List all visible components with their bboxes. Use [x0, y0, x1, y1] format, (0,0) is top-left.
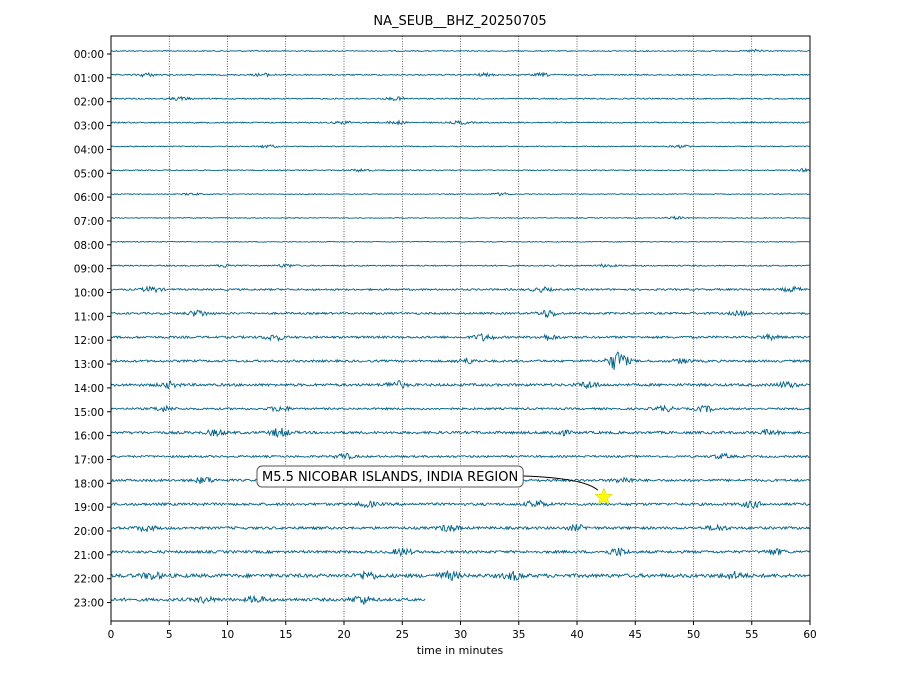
x-tick-label: 30 — [454, 629, 467, 641]
event-annotation: M5.5 NICOBAR ISLANDS, INDIA REGION — [256, 465, 614, 505]
y-tick-label: 06:00 — [74, 192, 104, 204]
annotation-text: M5.5 NICOBAR ISLANDS, INDIA REGION — [262, 470, 518, 485]
trace-row-0 — [110, 48, 810, 53]
y-tick-label: 14:00 — [74, 383, 104, 395]
annotation-box — [256, 465, 524, 488]
trace-row-1 — [110, 71, 810, 78]
x-tick-label: 55 — [745, 629, 758, 641]
x-tick-label: 45 — [629, 629, 642, 641]
y-tick-label: 05:00 — [74, 168, 104, 180]
trace-row-6 — [110, 192, 810, 197]
y-tick-label: 09:00 — [74, 264, 104, 276]
trace-row-5 — [110, 167, 810, 173]
trace-row-7 — [110, 215, 810, 221]
trace-row-9 — [110, 263, 810, 269]
y-tick-label: 08:00 — [74, 240, 104, 252]
x-tick-label: 5 — [166, 629, 173, 641]
x-tick-label: 50 — [687, 629, 700, 641]
x-tick-label: 20 — [337, 629, 350, 641]
y-tick-label: 04:00 — [74, 144, 104, 156]
y-axis-ticks: 00:00 01:00 02:00 03:00 04:00 05:00 06:00 07:00… — [74, 49, 111, 610]
trace-row-16 — [110, 427, 810, 438]
trace-row-19 — [110, 499, 810, 509]
y-tick-label: 18:00 — [74, 478, 104, 490]
trace-row-13 — [110, 351, 810, 370]
trace-row-12 — [110, 332, 810, 343]
y-tick-label: 19:00 — [74, 502, 104, 514]
y-tick-label: 00:00 — [74, 49, 104, 61]
y-tick-label: 20:00 — [74, 526, 104, 538]
y-tick-label: 22:00 — [74, 574, 104, 586]
plot-frame — [110, 35, 811, 622]
seismic-traces — [110, 48, 810, 605]
trace-row-8 — [110, 240, 810, 243]
trace-row-22 — [110, 569, 810, 582]
trace-row-14 — [110, 379, 810, 390]
trace-row-2 — [110, 95, 810, 102]
y-tick-label: 23:00 — [74, 598, 104, 610]
y-tick-label: 02:00 — [74, 97, 104, 109]
trace-row-10 — [110, 285, 810, 294]
trace-row-23 — [110, 594, 426, 605]
trace-row-21 — [110, 547, 810, 558]
y-tick-label: 15:00 — [74, 407, 104, 419]
x-tick-label: 15 — [279, 629, 292, 641]
y-tick-label: 03:00 — [74, 121, 104, 133]
y-tick-label: 16:00 — [74, 431, 104, 443]
x-tick-label: 40 — [570, 629, 583, 641]
event-star-marker — [594, 487, 614, 505]
trace-row-15 — [110, 404, 810, 413]
y-tick-label: 07:00 — [74, 216, 104, 228]
grid-lines — [168, 36, 753, 621]
chart-title: NA_SEUB__BHZ_20250705 — [373, 14, 546, 29]
y-tick-label: 21:00 — [74, 550, 104, 562]
trace-row-3 — [110, 119, 810, 126]
x-axis-ticks: 0 5 10 15 20 25 30 35 40 45 50 55 60 — [108, 621, 817, 641]
y-tick-label: 10:00 — [74, 288, 104, 300]
x-tick-label: 35 — [512, 629, 525, 641]
x-axis-label: time in minutes — [417, 644, 504, 657]
y-tick-label: 13:00 — [74, 359, 104, 371]
trace-row-17 — [110, 452, 810, 461]
trace-row-4 — [110, 144, 810, 149]
trace-row-20 — [110, 523, 810, 533]
y-tick-label: 12:00 — [74, 335, 104, 347]
x-tick-label: 0 — [108, 629, 115, 641]
y-tick-label: 17:00 — [74, 454, 104, 466]
x-tick-label: 10 — [221, 629, 234, 641]
x-tick-label: 60 — [803, 629, 816, 641]
trace-row-11 — [110, 309, 810, 319]
x-tick-label: 25 — [396, 629, 409, 641]
annotation-arrow — [523, 475, 599, 491]
y-tick-label: 11:00 — [74, 311, 104, 323]
y-tick-label: 01:00 — [74, 73, 104, 85]
